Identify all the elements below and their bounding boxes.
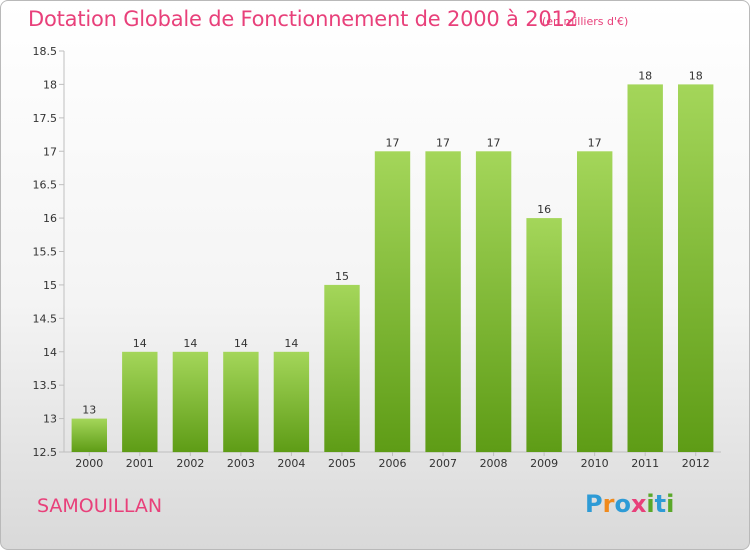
x-tick-label: 2006 — [379, 457, 407, 470]
bar-value-label: 15 — [335, 270, 349, 283]
y-tick-label: 13.5 — [33, 379, 58, 392]
logo-letter: i — [666, 490, 675, 518]
bar-value-label: 18 — [689, 69, 703, 82]
logo-letter: o — [614, 490, 631, 518]
bar — [71, 418, 107, 452]
bar-value-label: 17 — [436, 136, 450, 149]
bar — [526, 218, 562, 452]
bar — [425, 151, 461, 453]
commune-name: SAMOUILLAN — [37, 495, 163, 517]
x-tick-label: 2009 — [530, 457, 558, 470]
bar — [678, 84, 714, 453]
bar-value-label: 16 — [537, 203, 551, 216]
x-tick-label: 2002 — [176, 457, 204, 470]
y-tick-label: 14 — [43, 346, 57, 359]
y-tick-label: 15 — [43, 279, 57, 292]
logo-letter: t — [654, 490, 667, 518]
y-tick-label: 16.5 — [33, 179, 58, 192]
x-tick-label: 2001 — [126, 457, 154, 470]
bar-value-label: 13 — [82, 404, 96, 417]
bar-value-label: 17 — [588, 136, 602, 149]
bar — [324, 284, 360, 452]
y-tick-label: 14.5 — [33, 312, 58, 325]
x-tick-label: 2005 — [328, 457, 356, 470]
labels: 2000 13 2001 14 2002 14 2003 14 2004 14 2005 15 2006… — [75, 69, 709, 470]
logo-letter: x — [630, 490, 647, 518]
y-tick-label: 17 — [43, 145, 57, 158]
bar — [374, 151, 411, 453]
bar-value-label: 14 — [234, 337, 248, 350]
chart-title: Dotation Globale de Fonctionnement de 20… — [28, 7, 578, 31]
x-tick-label: 2000 — [75, 457, 103, 470]
y-tick-label: 12.5 — [33, 446, 58, 459]
bar-value-label: 14 — [133, 337, 147, 350]
logo-letter: P — [585, 490, 603, 518]
x-tick-label: 2011 — [631, 457, 659, 470]
y-tick-label: 18.5 — [33, 45, 58, 58]
y-tick-label: 16 — [43, 212, 57, 225]
proxiti-logo: Proxiti — [585, 490, 674, 518]
y-tick-label: 13 — [43, 413, 57, 426]
x-tick-label: 2004 — [277, 457, 305, 470]
x-tick-label: 2010 — [581, 457, 609, 470]
bar — [627, 84, 663, 453]
x-tick-label: 2008 — [480, 457, 508, 470]
bar-value-label: 17 — [386, 136, 400, 149]
x-tick-label: 2007 — [429, 457, 457, 470]
x-tick-label: 2012 — [682, 457, 710, 470]
bar — [172, 351, 209, 453]
y-tick-label: 17.5 — [33, 112, 58, 125]
bar — [223, 351, 259, 453]
y-tick-label: 18 — [43, 78, 57, 91]
bars — [71, 84, 714, 453]
bar-value-label: 14 — [284, 337, 298, 350]
logo-letter: r — [602, 490, 615, 518]
bar-value-label: 18 — [638, 69, 652, 82]
bar — [122, 351, 158, 453]
bar — [577, 151, 613, 453]
y-tick-label: 15.5 — [33, 246, 58, 259]
bar — [475, 151, 512, 453]
bar-value-label: 17 — [487, 136, 501, 149]
chart-unit: (en milliers d'€) — [542, 15, 629, 28]
axes: 12.5 13 13.5 14 14.5 15 15.5 16 16.5 17 17.5 18 18.5 — [33, 45, 721, 459]
x-tick-label: 2003 — [227, 457, 255, 470]
bar — [273, 351, 310, 453]
logo-letter: i — [646, 490, 655, 518]
bar-value-label: 14 — [183, 337, 197, 350]
